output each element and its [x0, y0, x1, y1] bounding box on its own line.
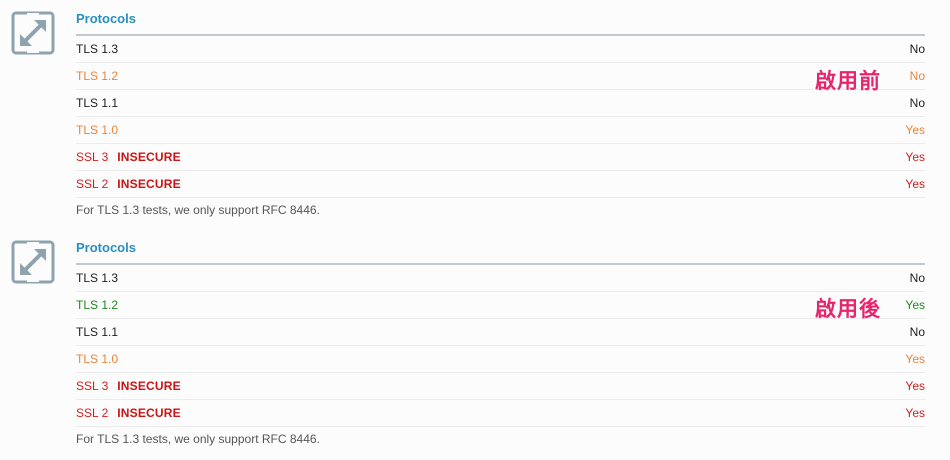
protocol-name: TLS 1.0 [76, 123, 119, 137]
protocol-row-ssl2: SSL 2 INSECURE Yes [76, 400, 925, 427]
protocol-value: Yes [905, 150, 925, 164]
protocol-value: No [909, 42, 925, 56]
protocol-name: TLS 1.0 [76, 352, 119, 366]
protocol-value: Yes [905, 298, 925, 312]
title-divider [76, 34, 925, 36]
protocol-row-tls10: TLS 1.0 Yes [76, 346, 925, 373]
protocol-row-tls13: TLS 1.3 No [76, 265, 925, 292]
protocol-name-text: SSL 3 [76, 150, 109, 164]
protocol-value: Yes [905, 406, 925, 420]
section-title: Protocols [76, 240, 136, 255]
protocol-list: TLS 1.3 No TLS 1.2 No TLS 1.1 No TLS 1.0… [76, 36, 925, 198]
protocol-value: No [909, 271, 925, 285]
protocol-value: No [909, 96, 925, 110]
protocol-row-tls13: TLS 1.3 No [76, 36, 925, 63]
protocol-value: No [909, 325, 925, 339]
protocol-row-tls12: TLS 1.2 No [76, 63, 925, 90]
protocol-value: No [909, 69, 925, 83]
protocol-name-text: SSL 3 [76, 379, 109, 393]
protocol-value: Yes [905, 177, 925, 191]
protocol-value: Yes [905, 352, 925, 366]
insecure-badge: INSECURE [117, 406, 181, 420]
protocol-row-tls11: TLS 1.1 No [76, 319, 925, 346]
insecure-badge: INSECURE [117, 379, 181, 393]
title-divider [76, 263, 925, 265]
protocol-name: TLS 1.3 [76, 271, 119, 285]
protocol-row-ssl2: SSL 2 INSECURE Yes [76, 171, 925, 198]
insecure-badge: INSECURE [117, 177, 181, 191]
protocol-name: SSL 2 INSECURE [76, 405, 181, 421]
protocol-name: SSL 2 INSECURE [76, 176, 181, 192]
insecure-badge: INSECURE [117, 150, 181, 164]
annotation-before: 啟用前 [815, 69, 881, 93]
protocol-row-tls12: TLS 1.2 Yes [76, 292, 925, 319]
protocol-list: TLS 1.3 No TLS 1.2 Yes TLS 1.1 No TLS 1.… [76, 265, 925, 427]
protocol-name: SSL 3 INSECURE [76, 149, 181, 165]
protocol-name: TLS 1.3 [76, 42, 119, 56]
protocol-name-text: SSL 2 [76, 406, 109, 420]
protocol-value: Yes [905, 123, 925, 137]
protocol-value: Yes [905, 379, 925, 393]
protocol-row-ssl3: SSL 3 INSECURE Yes [76, 144, 925, 171]
protocol-name: TLS 1.1 [76, 325, 119, 339]
protocol-row-ssl3: SSL 3 INSECURE Yes [76, 373, 925, 400]
expand-icon[interactable] [11, 240, 55, 284]
section-title: Protocols [76, 11, 136, 26]
annotation-after: 啟用後 [815, 297, 881, 321]
footnote: For TLS 1.3 tests, we only support RFC 8… [76, 432, 320, 446]
protocol-name-text: SSL 2 [76, 177, 109, 191]
protocol-name: SSL 3 INSECURE [76, 378, 181, 394]
expand-icon[interactable] [11, 11, 55, 55]
protocol-name: TLS 1.2 [76, 69, 119, 83]
protocol-name: TLS 1.1 [76, 96, 119, 110]
footnote: For TLS 1.3 tests, we only support RFC 8… [76, 203, 320, 217]
protocol-name: TLS 1.2 [76, 298, 119, 312]
protocol-row-tls11: TLS 1.1 No [76, 90, 925, 117]
protocol-row-tls10: TLS 1.0 Yes [76, 117, 925, 144]
